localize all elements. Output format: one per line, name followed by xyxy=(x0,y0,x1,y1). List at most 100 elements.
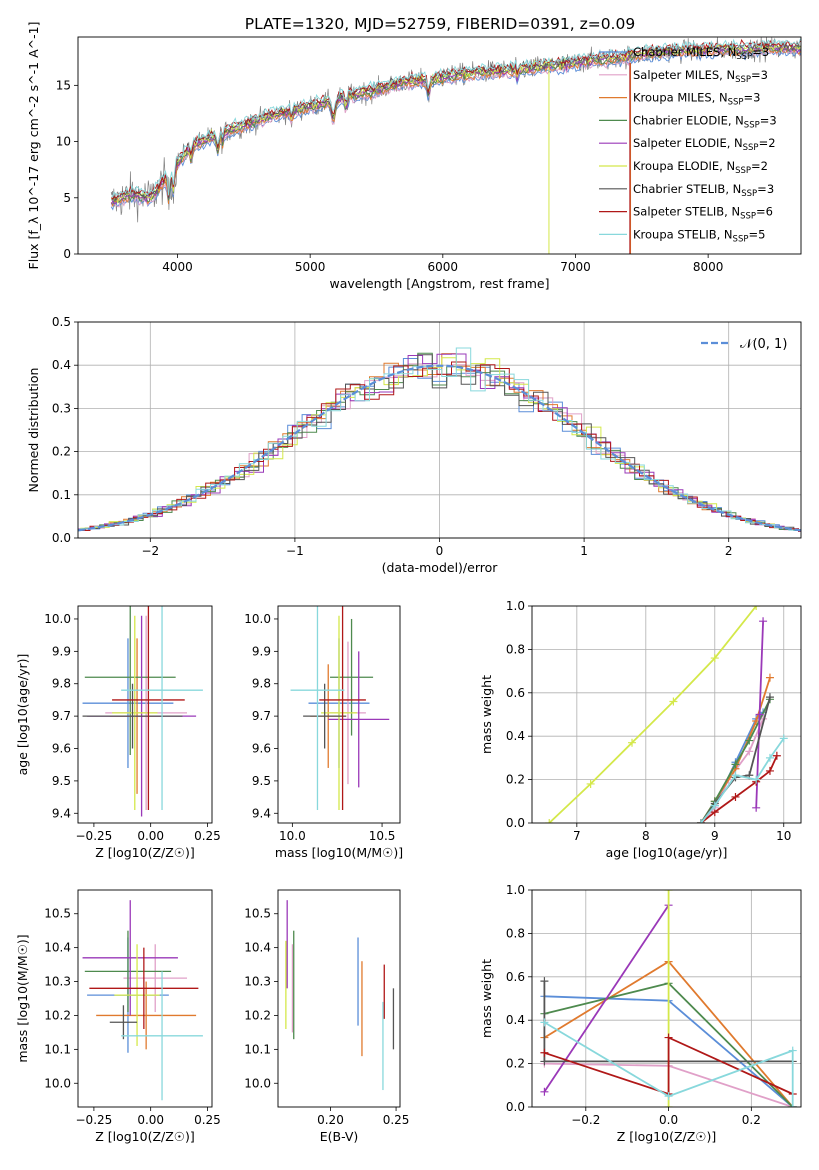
y-tick-label: 5 xyxy=(63,191,71,205)
massweight-marker xyxy=(745,747,754,756)
massweight-marker xyxy=(664,1033,673,1042)
y-tick-label: 10.5 xyxy=(44,907,71,921)
errorbar-point xyxy=(303,683,347,749)
massweight-marker xyxy=(669,697,678,706)
mass-vs-ebv-plot-area xyxy=(285,900,395,1091)
y-tick-label: 10.0 xyxy=(44,612,71,626)
errorbar-point xyxy=(123,944,188,1013)
errorbar-point xyxy=(328,651,390,788)
x-tick-label: 7 xyxy=(573,829,581,843)
x-tick-label: 10.0 xyxy=(279,829,306,843)
y-tick-label: 0 xyxy=(63,247,71,261)
y-tick-label: 9.4 xyxy=(52,806,71,820)
mass-vs-ebv-frame xyxy=(277,889,401,1108)
residuals-panel: −2 −1 0 1 2 0.0 0.1 0.2 0.3 0.4 0.5 (data-model)/er… xyxy=(26,315,802,575)
x-tick-label: 9 xyxy=(711,829,719,843)
y-tick-label: 9.9 xyxy=(52,644,71,658)
errorbar-point xyxy=(321,615,357,811)
x-tick-label: 2 xyxy=(725,544,733,558)
y-tick-label: 10 xyxy=(56,135,71,149)
y-tick-label: 9.9 xyxy=(252,644,271,658)
y-tick-label: 0.0 xyxy=(52,531,71,545)
errorbar-point xyxy=(109,1005,138,1040)
y-tick-label: 10.0 xyxy=(44,1076,71,1090)
massweight-marker xyxy=(540,1048,549,1057)
legend-model-name: Kroupa ELODIE xyxy=(633,159,719,173)
legend-entry: Chabrier STELIB, NSSP=3 xyxy=(633,182,774,199)
massweight-marker xyxy=(540,1087,549,1096)
legend-entry: 𝒩(0, 1) xyxy=(740,337,787,352)
y-tick-label: 10.1 xyxy=(244,1042,271,1056)
y-tick-label: 0.0 xyxy=(506,816,525,830)
errorbar-point xyxy=(121,971,203,1101)
y-tick-label: 10.4 xyxy=(244,941,271,955)
y-tick-label: 10.1 xyxy=(44,1042,71,1056)
legend-model-name: Chabrier ELODIE xyxy=(633,113,728,127)
massweight-marker xyxy=(540,1057,549,1066)
legend-model-name: Chabrier MILES xyxy=(633,45,720,59)
age-vs-mass-panel: 10.0 10.5 9.4 9.5 9.6 9.7 9.8 9.9 10.0 mass [log1… xyxy=(244,605,403,860)
massweight-vs-Z-frame xyxy=(531,889,802,1108)
residuals-plot-area xyxy=(78,347,801,532)
massweight-vs-Z-plot-area xyxy=(540,890,797,1107)
observed-spectrum xyxy=(110,37,801,223)
y-tick-label: 0.2 xyxy=(506,773,525,787)
legend-model-name: Chabrier STELIB xyxy=(633,182,725,196)
y-tick-label: 0.8 xyxy=(506,642,525,656)
x-axis-label: (data-model)/error xyxy=(382,560,499,575)
errorbar-point xyxy=(82,638,174,768)
x-axis-label: Z [log10(Z/Z☉)] xyxy=(95,845,195,860)
errorbar-point xyxy=(84,606,176,755)
massweight-marker xyxy=(788,1103,797,1107)
x-tick-label: 0.0 xyxy=(659,1113,678,1127)
y-tick-label: 9.4 xyxy=(252,806,271,820)
spectrum-frame xyxy=(77,36,802,255)
massweight-marker xyxy=(664,890,673,894)
massweight-marker xyxy=(752,803,761,812)
x-tick-label: 8 xyxy=(642,829,650,843)
y-tick-label: 1.0 xyxy=(506,883,525,897)
errorbar-point xyxy=(121,606,203,811)
massweight-vs-age-frame xyxy=(531,605,802,824)
errorbar-point xyxy=(82,900,178,1016)
massweight-marker xyxy=(545,819,554,823)
model-spectrum xyxy=(111,38,801,197)
y-tick-label: 10.3 xyxy=(244,975,271,989)
y-tick-label: 9.7 xyxy=(52,709,71,723)
legend-model-name: Salpeter STELIB xyxy=(633,205,724,219)
errorbar-point xyxy=(89,947,199,1030)
errorbar-point xyxy=(84,930,172,1013)
massweight-marker xyxy=(710,801,719,810)
y-tick-label: 9.5 xyxy=(252,774,271,788)
massweight-line xyxy=(700,711,764,823)
y-tick-label: 0.2 xyxy=(52,445,71,459)
legend-nssp: 3 xyxy=(762,45,769,59)
massweight-marker xyxy=(696,819,705,823)
massweight-marker xyxy=(731,792,740,801)
legend-nssp: 3 xyxy=(769,113,776,127)
massweight-marker xyxy=(540,977,549,986)
massweight-marker xyxy=(540,1018,549,1027)
massweight-marker xyxy=(752,606,761,610)
normal-curve xyxy=(78,364,801,532)
y-tick-label: 10.4 xyxy=(44,941,71,955)
y-tick-label: 0.4 xyxy=(52,358,71,372)
legend-entry: Salpeter MILES, NSSP=3 xyxy=(633,68,768,85)
y-tick-label: 9.7 xyxy=(252,709,271,723)
legend-entry: Chabrier MILES, NSSP=3 xyxy=(633,45,769,62)
residual-histogram xyxy=(80,353,801,531)
legend-entry: Kroupa MILES, NSSP=3 xyxy=(633,91,760,108)
residual-histogram xyxy=(80,357,801,531)
errorbar-point xyxy=(112,606,185,811)
y-axis-label: Normed distribution xyxy=(26,368,41,493)
spectrum-plot-area xyxy=(110,37,801,254)
legend-nssp: 2 xyxy=(768,136,775,150)
x-axis-label: wavelength [Angstrom, rest frame] xyxy=(329,276,549,291)
y-tick-label: 15 xyxy=(56,78,71,92)
x-tick-label: 6000 xyxy=(428,260,459,274)
massweight-vs-metallicity-panel: −0.2 0.0 0.2 0.0 0.2 0.4 0.6 0.8 1.0 Z [log10(Z/Z… xyxy=(479,883,802,1144)
legend-entry: Chabrier ELODIE, NSSP=3 xyxy=(633,113,777,130)
model-spectrum xyxy=(110,38,801,200)
x-axis-label: age [log10(age/yr)] xyxy=(606,845,728,860)
